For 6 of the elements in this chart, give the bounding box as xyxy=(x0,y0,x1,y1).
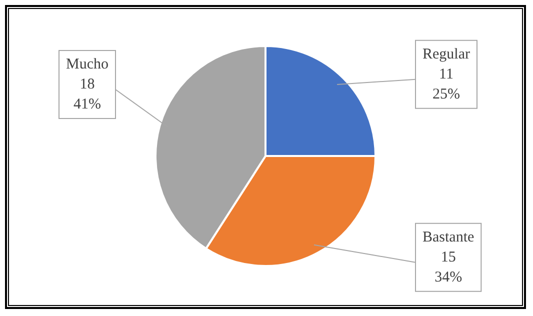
slice-label: Bastante xyxy=(422,229,474,246)
slice-label: Regular xyxy=(422,46,470,62)
data-label: 15 34% xyxy=(434,249,462,286)
slice-label: Mucho xyxy=(66,56,108,72)
data-label: 18 41% xyxy=(74,76,101,112)
data-label: 11 25% xyxy=(432,66,460,102)
